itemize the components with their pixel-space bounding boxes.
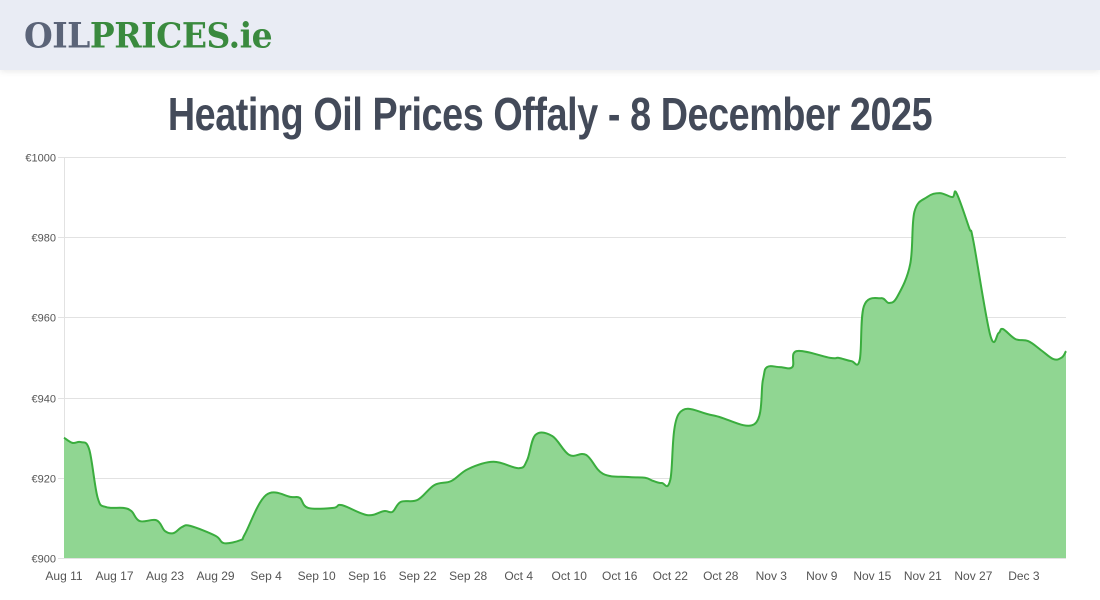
- x-tick-label: Sep 10: [298, 569, 336, 583]
- x-tick-label: Oct 28: [703, 569, 739, 583]
- x-tick-label: Aug 11: [45, 569, 82, 583]
- x-tick-label: Oct 4: [504, 569, 533, 583]
- price-area-fill: [64, 191, 1066, 558]
- logo-text-oil: OIL: [24, 15, 90, 56]
- logo-text-prices: PRICES.ie: [89, 15, 273, 56]
- x-tick-label: Nov 21: [904, 569, 942, 583]
- x-tick-label: Nov 9: [806, 569, 838, 583]
- y-axis: €900 €920 €940 €960 €980 €1000: [25, 153, 56, 566]
- x-tick-label: Oct 22: [653, 569, 689, 583]
- x-tick-label: Aug 29: [197, 569, 235, 583]
- y-tick-label: €900: [32, 554, 56, 566]
- x-tick-label: Nov 3: [756, 569, 788, 583]
- x-tick-label: Dec 3: [1008, 569, 1040, 583]
- y-tick-label: €960: [32, 313, 56, 325]
- y-tick-label: €1000: [25, 153, 56, 165]
- y-tick-label: €920: [32, 474, 56, 486]
- x-tick-label: Aug 17: [95, 569, 133, 583]
- y-tick-label: €980: [32, 233, 56, 245]
- x-tick-label: Sep 4: [250, 569, 282, 583]
- x-tick-label: Oct 16: [602, 569, 638, 583]
- x-tick-label: Sep 22: [399, 569, 437, 583]
- x-tick-label: Sep 28: [449, 569, 487, 583]
- y-tick-label: €940: [32, 394, 56, 406]
- x-tick-label: Oct 10: [552, 569, 588, 583]
- x-axis: Aug 11 Aug 17 Aug 23 Aug 29 Sep 4 Sep 10 Sep 1…: [45, 569, 1039, 583]
- x-tick-label: Nov 27: [954, 569, 992, 583]
- header-bar: OILPRICES.ie: [0, 0, 1100, 70]
- price-line: [63, 190, 1067, 545]
- x-tick-label: Aug 23: [146, 569, 184, 583]
- site-logo[interactable]: OILPRICES.ie: [24, 15, 273, 57]
- x-tick-label: Nov 15: [853, 569, 891, 583]
- page-title: Heating Oil Prices Offaly - 8 December 2…: [167, 88, 933, 140]
- x-tick-label: Sep 16: [348, 569, 386, 583]
